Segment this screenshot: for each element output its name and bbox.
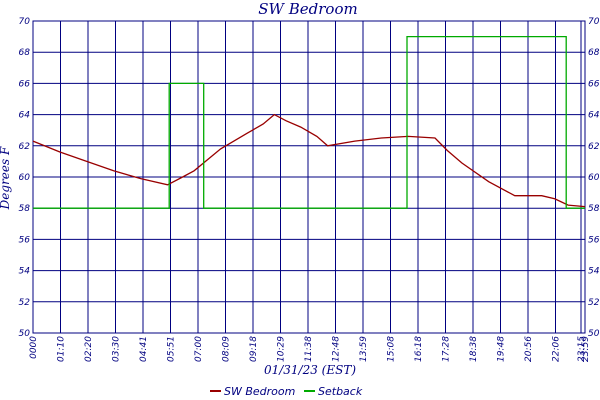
y-tick-label: 60 — [19, 173, 31, 183]
y-tick-label-right: 56 — [588, 235, 600, 245]
y-tick-label: 56 — [19, 235, 31, 245]
y-tick-label: 64 — [19, 111, 31, 121]
x-tick-label: 20:56 — [524, 336, 534, 362]
x-tick-label: 11:38 — [304, 336, 314, 362]
y-tick-label-right: 52 — [588, 298, 600, 308]
y-tick-label-right: 62 — [588, 142, 600, 152]
y-axis-label: Degrees F — [0, 146, 12, 210]
y-tick-label: 52 — [19, 298, 31, 308]
series-line-0 — [32, 113, 586, 208]
series-line-1 — [33, 35, 585, 209]
chart-title: SW Bedroom — [258, 0, 357, 18]
x-tick-label: 17:28 — [442, 336, 452, 362]
y-tick-label: 70 — [19, 17, 31, 27]
x-tick-label: 15:08 — [387, 336, 397, 362]
x-tick-label: 08:09 — [222, 336, 232, 362]
y-axis-right: 50 52 54 56 58 60 62 64 66 68 70 — [588, 17, 600, 339]
series-lines — [32, 35, 586, 209]
y-tick-label-right: 60 — [588, 173, 600, 183]
y-tick-label: 68 — [19, 48, 31, 58]
y-axis-left: 50 52 54 56 58 60 62 64 66 68 70 — [19, 17, 31, 339]
y-tick-label-right: 54 — [588, 267, 600, 277]
x-axis-label: 01/31/23 (EST) — [264, 363, 356, 377]
y-tick-label-right: 64 — [588, 111, 600, 121]
y-tick-label: 54 — [19, 267, 31, 277]
y-tick-label-right: 66 — [588, 79, 600, 89]
legend-label: SW Bedroom — [224, 385, 295, 398]
x-tick-label: 03:30 — [112, 336, 122, 362]
y-tick-label-right: 70 — [588, 17, 600, 27]
x-tick-label: 23:15 — [577, 336, 587, 362]
x-tick-label: 18:38 — [469, 336, 479, 362]
y-tick-label: 62 — [19, 142, 31, 152]
y-tick-label: 66 — [19, 79, 31, 89]
legend: SW Bedroom Setback — [210, 385, 363, 398]
y-tick-label-right: 50 — [588, 329, 600, 339]
legend-label: Setback — [318, 385, 363, 398]
x-tick-label: 19:48 — [497, 336, 507, 362]
x-tick-label: 09:18 — [249, 336, 259, 362]
x-tick-label: 05:51 — [167, 336, 177, 362]
x-tick-label: 04:41 — [139, 336, 149, 362]
x-tick-label: 07:00 — [194, 336, 204, 362]
y-tick-label: 58 — [19, 204, 31, 214]
x-tick-label: 22:06 — [552, 336, 562, 362]
x-tick-label: 23:59 — [581, 336, 591, 362]
x-tick-label: 12:48 — [332, 336, 342, 362]
x-tick-label: 16:18 — [414, 336, 424, 362]
y-tick-label-right: 68 — [588, 48, 600, 58]
x-tick-label: 10:29 — [277, 336, 287, 362]
x-tick-label: 02:20 — [84, 336, 94, 362]
x-axis: 0000 01:10 02:20 03:30 04:41 05:51 07:00 08:09 0… — [29, 336, 591, 362]
chart-grid — [32, 20, 586, 334]
x-tick-label: 0000 — [29, 336, 39, 359]
x-tick-label: 01:10 — [57, 336, 67, 362]
plot-area — [32, 20, 586, 334]
y-tick-label-right: 58 — [588, 204, 600, 214]
x-tick-label: 13:59 — [359, 336, 369, 362]
y-tick-label: 50 — [19, 329, 31, 339]
